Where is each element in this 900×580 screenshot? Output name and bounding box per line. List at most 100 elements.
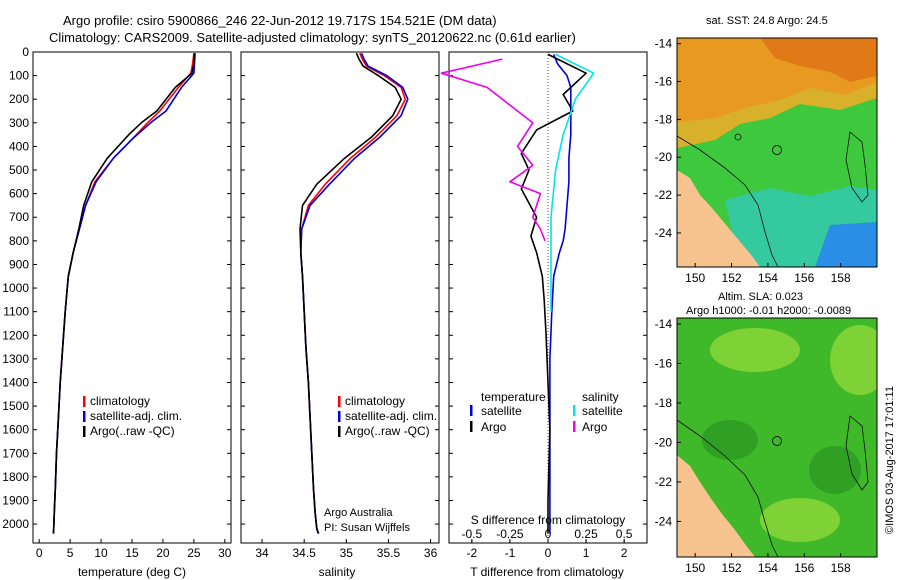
- map-x-tick-label: 150: [685, 561, 705, 575]
- difference-legend-temperature: temperature satellite Argo: [470, 390, 546, 434]
- map-x-tick-label: 156: [794, 561, 814, 575]
- legend-label-t-satellite: satellite: [481, 404, 522, 418]
- sst-cold-corner: [815, 222, 877, 267]
- legend-label-climatology: climatology: [345, 394, 405, 408]
- map-y-tick-label: -14: [655, 37, 673, 51]
- salinity-panel: [240, 51, 440, 544]
- x-tick-label: 36: [424, 546, 438, 560]
- legend-label-s-argo: Argo: [582, 420, 608, 434]
- sla-blob: [760, 498, 840, 542]
- map-x-tick-label: 154: [758, 271, 778, 285]
- y-tick-label: 1900: [2, 494, 29, 508]
- x-tick-label: 34: [255, 546, 269, 560]
- figure-title-line2: Climatology: CARS2009. Satellite-adjuste…: [49, 30, 576, 45]
- map-y-tick-label: -20: [655, 435, 673, 449]
- map-y-tick-label: -14: [655, 317, 673, 331]
- y-tick-label: 1700: [2, 446, 29, 460]
- map-y-tick-label: -22: [655, 475, 673, 489]
- map-x-tick-label: 158: [831, 271, 851, 285]
- y-tick-label: 1600: [2, 423, 29, 437]
- sla-map: 150 152 154 156 158 -14 -16 -18 -20 -22 -24: [655, 317, 878, 575]
- s-tick-label: -0.5: [462, 527, 483, 541]
- map-y-tick-label: -16: [655, 356, 673, 370]
- y-tick-label: 2000: [2, 517, 29, 531]
- y-tick-label: 600: [9, 187, 29, 201]
- temperature-legend: climatology satellite-adj. clim. Argo(..…: [83, 394, 182, 438]
- temperature-plot: 0 5 10 15 20 25 300100200300400500600700800900…: [2, 45, 232, 560]
- argo-location-marker: [772, 436, 782, 446]
- s-tick-label: 0: [545, 527, 552, 541]
- legend-label-s-satellite: satellite: [582, 404, 623, 418]
- x-tick-label: -2: [467, 546, 478, 560]
- legend-swatch-argo: [338, 426, 341, 437]
- sla-blob: [702, 420, 758, 460]
- series-line-argo-raw-qc-: [299, 52, 402, 534]
- sla-reef-contour: [677, 419, 779, 557]
- map-y-tick-label: -24: [655, 514, 673, 528]
- x-tick-label: 35.5: [377, 546, 401, 560]
- legend-swatch-climatology: [83, 396, 86, 407]
- sst-map: 150 152 154 156 158 -14 -16 -18 -20 -22 -24: [655, 37, 878, 285]
- legend-swatch-s-argo: [573, 421, 576, 432]
- y-tick-label: 300: [9, 116, 29, 130]
- series-line-t-satellite: [549, 54, 572, 534]
- legend-swatch-satellite: [83, 411, 86, 422]
- temperature-xlabel: temperature (deg C): [78, 565, 186, 579]
- sla-blob: [809, 446, 861, 494]
- map-y-tick-label: -18: [655, 396, 673, 410]
- sla-map-frame: [676, 317, 878, 558]
- map-y-tick-label: -24: [655, 226, 673, 240]
- legend-swatch-satellite: [338, 411, 341, 422]
- x-tick-label: 35: [340, 546, 354, 560]
- sla-map-title-line1: Altim. SLA: 0.023: [718, 291, 803, 303]
- map-x-tick-label: 154: [758, 561, 778, 575]
- y-tick-label: 100: [9, 69, 29, 83]
- pi-label: PI: Susan Wijffels: [324, 522, 410, 534]
- legend-title-temperature: temperature: [481, 390, 546, 404]
- x-tick-label: 2: [621, 546, 628, 560]
- y-tick-label: 800: [9, 234, 29, 248]
- y-tick-label: 1000: [2, 281, 29, 295]
- y-tick-label: 1100: [3, 305, 29, 319]
- legend-title-salinity: salinity: [582, 390, 619, 404]
- sla-map-axes: 150 152 154 156 158 -14 -16 -18 -20 -22 -24: [655, 317, 851, 575]
- y-tick-label: 200: [9, 92, 29, 106]
- sst-reef-dot: [734, 133, 742, 141]
- series-line-s-satellite: [550, 53, 595, 312]
- legend-label-satellite: satellite-adj. clim.: [345, 409, 437, 423]
- series-line-s-argo: [440, 58, 546, 242]
- series-line-t-argo: [520, 53, 587, 534]
- sla-blob: [710, 328, 800, 372]
- sla-blob: [830, 325, 877, 395]
- y-tick-label: 1400: [2, 375, 29, 389]
- y-tick-label: 1200: [2, 328, 29, 342]
- sst-map-frame: [676, 37, 878, 268]
- map-y-tick-label: -22: [655, 188, 673, 202]
- x-tick-label: 10: [94, 546, 108, 560]
- s-tick-label: -0.25: [496, 527, 524, 541]
- y-tick-label: 0: [22, 45, 29, 59]
- legend-swatch-t-satellite: [470, 405, 473, 416]
- map-y-tick-label: -16: [655, 75, 673, 89]
- x-tick-label: 30: [218, 546, 232, 560]
- y-tick-label: 1500: [2, 399, 29, 413]
- figure-title-line1: Argo profile: csiro 5900866_246 22-Jun-2…: [63, 13, 497, 28]
- sla-map-title-line2: Argo h1000: -0.01 h2000: -0.0089: [686, 305, 852, 317]
- sst-reef-contour: [677, 135, 779, 267]
- difference-xlabel: T difference from climatology: [470, 565, 624, 579]
- x-tick-label: 0: [36, 546, 43, 560]
- sst-plateau-contour: [845, 131, 869, 203]
- map-x-tick-label: 152: [722, 561, 742, 575]
- x-tick-label: 15: [125, 546, 139, 560]
- legend-label-t-argo: Argo: [481, 420, 507, 434]
- legend-label-satellite: satellite-adj. clim.: [90, 409, 182, 423]
- difference-plot: -2 -1 0 1 2 -0.5 -0.25 0 0.25 0.5: [440, 51, 647, 560]
- x-tick-label: 0: [545, 546, 552, 560]
- legend-label-climatology: climatology: [90, 394, 150, 408]
- legend-label-argo: Argo(..raw -QC): [345, 424, 430, 438]
- salinity-legend: climatology satellite-adj. clim. Argo(..…: [338, 394, 437, 438]
- imos-credit: ©IMOS 03-Aug-2017 17:01:11: [884, 386, 896, 534]
- sla-land: [677, 455, 755, 557]
- y-tick-label: 400: [9, 139, 29, 153]
